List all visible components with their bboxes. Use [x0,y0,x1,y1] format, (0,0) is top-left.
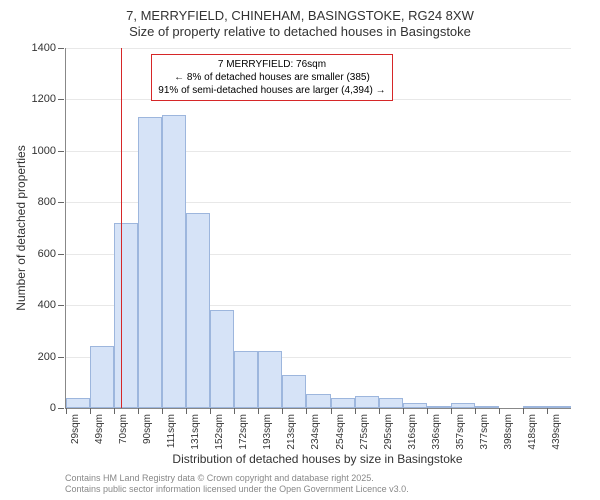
x-tick [379,408,380,414]
x-tick [475,408,476,414]
x-tick-label: 316sqm [407,414,418,450]
y-tick-label: 1000 [32,145,56,157]
y-tick [58,254,64,255]
x-tick [523,408,524,414]
footer-line-1: Contains HM Land Registry data © Crown c… [65,473,409,485]
x-tick-label: 398sqm [503,414,514,450]
histogram-bar [306,394,330,408]
histogram-bar [427,406,451,408]
footer-line-2: Contains public sector information licen… [65,484,409,496]
plot-area: 020040060080010001200140029sqm49sqm70sqm… [65,48,571,409]
histogram-bar [210,310,234,408]
y-tick-label: 800 [38,196,56,208]
annotation-line: 91% of semi-detached houses are larger (… [158,84,385,97]
histogram-bar [138,117,162,408]
x-tick-label: 357sqm [455,414,466,450]
x-tick [186,408,187,414]
histogram-bar [186,213,210,408]
chart-title-sub: Size of property relative to detached ho… [0,24,600,39]
x-tick [331,408,332,414]
annotation-line: ← 8% of detached houses are smaller (385… [158,71,385,84]
histogram-bar [547,406,571,408]
x-tick-label: 49sqm [94,414,105,444]
histogram-bar [234,351,258,408]
histogram-chart: 7, MERRYFIELD, CHINEHAM, BASINGSTOKE, RG… [0,0,600,500]
x-tick-label: 131sqm [190,414,201,450]
x-tick [547,408,548,414]
y-axis-title: Number of detached properties [14,145,28,310]
x-axis-title: Distribution of detached houses by size … [65,452,570,466]
annotation-line: 7 MERRYFIELD: 76sqm [158,58,385,71]
x-tick [210,408,211,414]
y-tick-label: 200 [38,351,56,363]
histogram-bar [114,223,138,408]
y-tick [58,202,64,203]
x-tick [282,408,283,414]
histogram-bar [475,406,499,408]
x-tick [90,408,91,414]
histogram-bar [403,403,427,408]
y-tick [58,151,64,152]
y-tick [58,408,64,409]
x-tick-label: 336sqm [431,414,442,450]
x-tick [403,408,404,414]
x-tick [66,408,67,414]
grid-line [66,48,571,49]
x-tick-label: 234sqm [310,414,321,450]
footer-text: Contains HM Land Registry data © Crown c… [65,473,409,496]
x-tick [234,408,235,414]
y-tick-label: 0 [50,402,56,414]
x-tick-label: 439sqm [551,414,562,450]
histogram-bar [523,406,547,408]
y-tick-label: 1200 [32,93,56,105]
x-tick-label: 152sqm [214,414,225,450]
histogram-bar [162,115,186,408]
histogram-bar [258,351,282,408]
y-tick [58,99,64,100]
x-tick-label: 111sqm [166,414,177,448]
histogram-bar [282,375,306,408]
y-tick-label: 400 [38,299,56,311]
x-tick-label: 254sqm [335,414,346,450]
x-tick-label: 377sqm [479,414,490,450]
histogram-bar [451,403,475,408]
annotation-box: 7 MERRYFIELD: 76sqm← 8% of detached hous… [151,54,392,101]
x-tick [258,408,259,414]
chart-title-main: 7, MERRYFIELD, CHINEHAM, BASINGSTOKE, RG… [0,8,600,23]
y-tick-label: 1400 [32,42,56,54]
x-tick-label: 193sqm [262,414,273,450]
x-tick [138,408,139,414]
x-tick-label: 418sqm [527,414,538,450]
y-tick-label: 600 [38,248,56,260]
histogram-bar [90,346,114,408]
x-tick-label: 172sqm [238,414,249,450]
x-tick [427,408,428,414]
x-tick [162,408,163,414]
x-tick-label: 295sqm [383,414,394,450]
y-tick [58,305,64,306]
histogram-bar [66,398,90,408]
x-tick-label: 90sqm [142,414,153,444]
y-tick [58,357,64,358]
reference-line [121,48,122,408]
histogram-bar [331,398,355,408]
histogram-bar [355,396,379,408]
x-tick [499,408,500,414]
x-tick-label: 29sqm [70,414,81,444]
x-tick [306,408,307,414]
x-tick-label: 213sqm [286,414,297,450]
histogram-bar [379,398,403,408]
x-tick [114,408,115,414]
y-tick [58,48,64,49]
x-tick [355,408,356,414]
x-tick-label: 275sqm [359,414,370,450]
x-tick [451,408,452,414]
x-tick-label: 70sqm [118,414,129,444]
